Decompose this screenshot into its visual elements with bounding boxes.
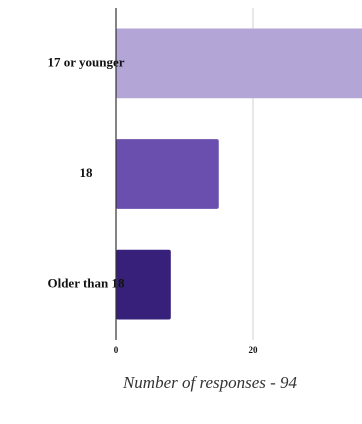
- x-axis-title: Number of responses - 94: [122, 373, 298, 392]
- y-tick-label: Older than 18: [47, 276, 125, 291]
- bar: [116, 139, 219, 209]
- y-tick-label: 18: [80, 165, 94, 180]
- x-tick-label: 0: [114, 345, 119, 355]
- bar: [116, 249, 171, 320]
- bar: [116, 28, 362, 99]
- x-tick-label: 20: [249, 345, 259, 355]
- y-tick-label: 17 or younger: [47, 54, 124, 69]
